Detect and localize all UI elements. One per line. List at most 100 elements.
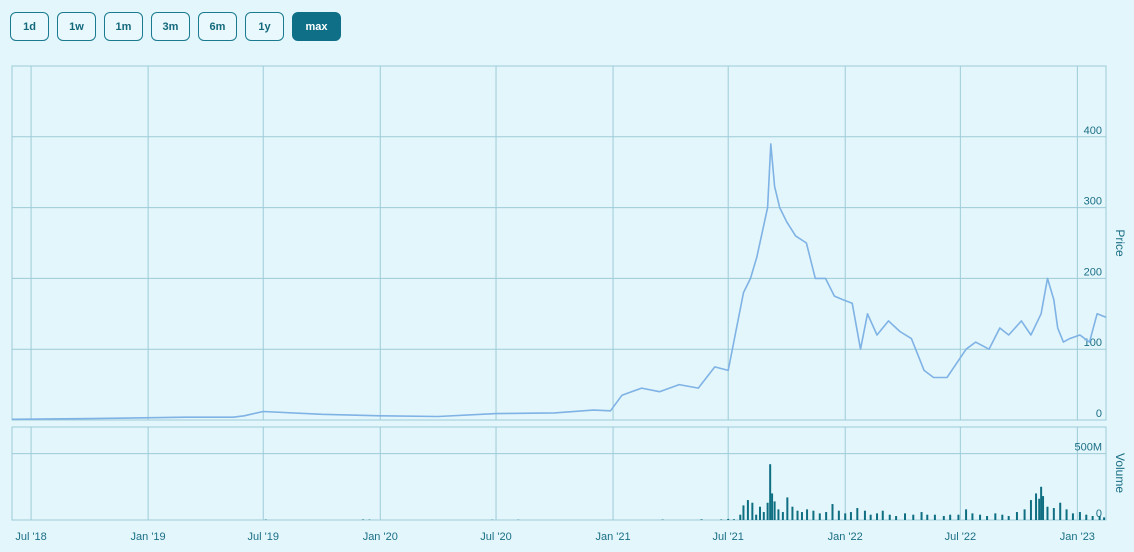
range-button-6m[interactable]: 6m <box>198 12 237 41</box>
volume-bar <box>837 510 840 520</box>
volume-bar <box>1046 506 1049 520</box>
volume-bar <box>1042 496 1045 520</box>
range-button-1d[interactable]: 1d <box>10 12 49 41</box>
x-tick-label: Jan '20 <box>363 531 398 543</box>
volume-bar <box>739 514 742 520</box>
price-tick-label: 0 <box>1096 408 1102 420</box>
volume-bar <box>732 519 735 520</box>
volume-bar <box>876 513 879 520</box>
volume-bar <box>812 510 815 520</box>
volume-bars <box>264 464 1106 520</box>
volume-bar <box>844 513 847 520</box>
volume-bar <box>1052 508 1055 520</box>
price-tick-label: 400 <box>1084 125 1102 137</box>
volume-bar <box>796 510 799 520</box>
volume-bar <box>800 512 803 520</box>
x-tick-label: Jan '19 <box>131 531 166 543</box>
volume-bar <box>920 512 923 520</box>
x-tick-label: Jan '23 <box>1060 531 1095 543</box>
x-tick-label: Jul '21 <box>712 531 743 543</box>
volume-bar <box>806 509 809 520</box>
x-tick-label: Jul '19 <box>248 531 279 543</box>
volume-bar <box>912 514 915 520</box>
volume-bar <box>1059 502 1062 520</box>
volume-bar <box>700 519 703 520</box>
volume-bar <box>895 516 898 520</box>
volume-bar <box>777 509 780 520</box>
volume-bar <box>869 514 872 520</box>
volume-bar <box>791 506 794 520</box>
volume-bar <box>994 513 997 520</box>
volume-bar <box>758 506 761 520</box>
x-tick-label: Jan '21 <box>595 531 630 543</box>
volume-bar <box>1015 512 1018 520</box>
volume-bar <box>1023 509 1026 520</box>
price-tick-label: 200 <box>1084 266 1102 278</box>
volume-bar <box>1040 486 1043 520</box>
volume-bar <box>825 512 828 520</box>
volume-bar <box>755 514 758 520</box>
range-selector: 1d 1w 1m 3m 6m 1y max <box>10 12 341 41</box>
range-button-max[interactable]: max <box>292 12 341 41</box>
volume-bar <box>766 502 769 520</box>
volume-bar <box>773 501 776 520</box>
volume-bar <box>888 514 891 520</box>
volume-bar <box>904 513 907 520</box>
volume-bar <box>1065 509 1068 520</box>
volume-bar <box>742 505 745 520</box>
price-panel-frame <box>11 65 1107 421</box>
volume-panel-frame <box>11 426 1107 521</box>
volume-bar <box>965 509 968 520</box>
volume-bar <box>881 510 884 520</box>
volume-bar <box>762 512 765 520</box>
volume-bar <box>769 464 772 520</box>
volume-bar <box>1078 512 1081 520</box>
range-button-1y[interactable]: 1y <box>245 12 284 41</box>
range-button-3m[interactable]: 3m <box>151 12 190 41</box>
volume-bar <box>979 514 982 520</box>
volume-axis-title: Volume <box>1113 453 1127 493</box>
price-axis-title: Price <box>1113 229 1127 257</box>
volume-bar <box>771 493 774 520</box>
volume-tick-label: 500M <box>1074 442 1102 454</box>
volume-bar <box>1029 500 1032 520</box>
volume-bar <box>856 508 859 520</box>
volume-bar <box>863 510 866 520</box>
volume-bar <box>849 512 852 520</box>
price-tick-label: 300 <box>1084 196 1102 208</box>
volume-bar <box>727 518 730 520</box>
volume-bar <box>949 514 952 520</box>
range-button-1w[interactable]: 1w <box>57 12 96 41</box>
volume-tick-label: 0 <box>1096 508 1102 520</box>
x-tick-label: Jul '20 <box>480 531 511 543</box>
volume-bar <box>831 504 834 520</box>
volume-bar <box>926 514 929 520</box>
volume-bar <box>786 497 789 520</box>
volume-bar <box>971 513 974 520</box>
volume-bar <box>986 516 989 520</box>
volume-bar <box>1035 493 1038 520</box>
price-line <box>11 143 1107 421</box>
volume-bar <box>751 502 754 520</box>
volume-bar <box>1038 498 1041 520</box>
x-tick-label: Jul '18 <box>15 531 46 543</box>
volume-bar <box>362 519 365 520</box>
x-tick-label: Jan '22 <box>828 531 863 543</box>
volume-bar <box>1071 513 1074 520</box>
volume-bar <box>1103 517 1106 520</box>
volume-bar <box>957 514 960 520</box>
volume-bar <box>942 516 945 520</box>
volume-bar <box>933 514 936 520</box>
volume-bar <box>746 500 749 520</box>
volume-bar <box>1085 514 1088 520</box>
x-tick-label: Jul '22 <box>945 531 976 543</box>
volume-bar <box>1098 516 1101 520</box>
volume-bar <box>781 512 784 520</box>
volume-bar <box>1007 516 1010 520</box>
volume-bar <box>818 513 821 520</box>
volume-bar <box>720 519 723 520</box>
range-button-1m[interactable]: 1m <box>104 12 143 41</box>
volume-bar <box>1001 514 1004 520</box>
volume-bar <box>1091 516 1094 520</box>
